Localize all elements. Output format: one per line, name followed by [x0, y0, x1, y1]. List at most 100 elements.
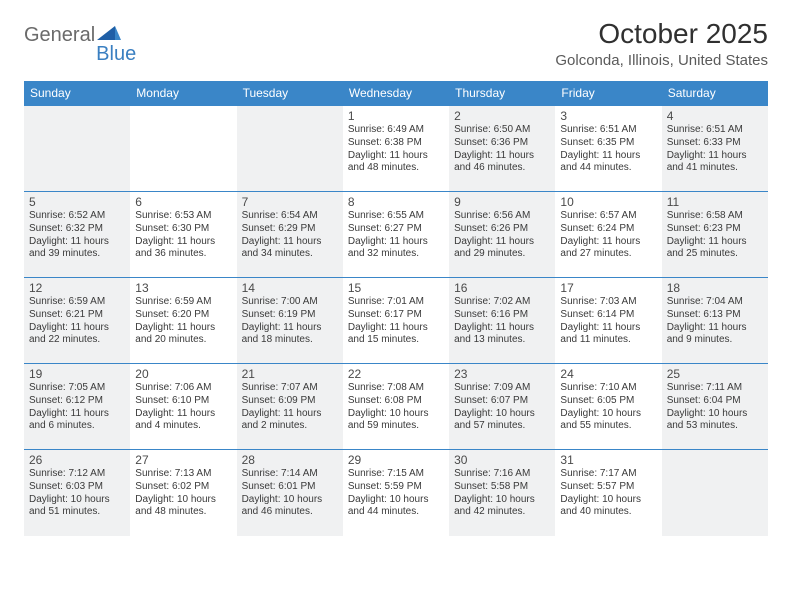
daylight-label: Daylight: 10 hours and 59 minutes.: [348, 408, 444, 434]
day-of-week-header: Monday: [130, 81, 236, 106]
day-number: 20: [135, 367, 231, 381]
day-cell: 30Sunrise: 7:16 AMSunset: 5:58 PMDayligh…: [449, 450, 555, 536]
day-number: 17: [560, 281, 656, 295]
sunset-label: Sunset: 6:07 PM: [454, 395, 550, 408]
daylight-label: Daylight: 10 hours and 44 minutes.: [348, 494, 444, 520]
sunset-label: Sunset: 6:08 PM: [348, 395, 444, 408]
day-cell: 26Sunrise: 7:12 AMSunset: 6:03 PMDayligh…: [24, 450, 130, 536]
day-cell: [237, 106, 343, 192]
sunrise-label: Sunrise: 7:05 AM: [29, 382, 125, 395]
daylight-label: Daylight: 11 hours and 27 minutes.: [560, 236, 656, 262]
sunset-label: Sunset: 6:20 PM: [135, 309, 231, 322]
sunset-label: Sunset: 5:57 PM: [560, 481, 656, 494]
daylight-label: Daylight: 10 hours and 40 minutes.: [560, 494, 656, 520]
sunrise-label: Sunrise: 6:49 AM: [348, 124, 444, 137]
sunset-label: Sunset: 6:03 PM: [29, 481, 125, 494]
day-number: 4: [667, 109, 763, 123]
day-cell: 31Sunrise: 7:17 AMSunset: 5:57 PMDayligh…: [555, 450, 661, 536]
sunrise-label: Sunrise: 7:10 AM: [560, 382, 656, 395]
logo-text-general: General: [24, 24, 95, 47]
daylight-label: Daylight: 11 hours and 41 minutes.: [667, 150, 763, 176]
header: General Blue October 2025 Golconda, Illi…: [24, 18, 768, 69]
sunset-label: Sunset: 6:17 PM: [348, 309, 444, 322]
day-cell: 8Sunrise: 6:55 AMSunset: 6:27 PMDaylight…: [343, 192, 449, 278]
day-cell: 20Sunrise: 7:06 AMSunset: 6:10 PMDayligh…: [130, 364, 236, 450]
day-cell: 7Sunrise: 6:54 AMSunset: 6:29 PMDaylight…: [237, 192, 343, 278]
day-cell: 3Sunrise: 6:51 AMSunset: 6:35 PMDaylight…: [555, 106, 661, 192]
week-row: 1Sunrise: 6:49 AMSunset: 6:38 PMDaylight…: [24, 106, 768, 192]
sunset-label: Sunset: 6:12 PM: [29, 395, 125, 408]
day-number: 23: [454, 367, 550, 381]
daylight-label: Daylight: 11 hours and 48 minutes.: [348, 150, 444, 176]
day-cell: 18Sunrise: 7:04 AMSunset: 6:13 PMDayligh…: [662, 278, 768, 364]
day-cell: 28Sunrise: 7:14 AMSunset: 6:01 PMDayligh…: [237, 450, 343, 536]
sunrise-label: Sunrise: 7:02 AM: [454, 296, 550, 309]
logo: General Blue: [24, 18, 136, 66]
day-number: 16: [454, 281, 550, 295]
day-number: 1: [348, 109, 444, 123]
daylight-label: Daylight: 10 hours and 48 minutes.: [135, 494, 231, 520]
day-number: 30: [454, 453, 550, 467]
day-of-week-header: Sunday: [24, 81, 130, 106]
day-cell: 10Sunrise: 6:57 AMSunset: 6:24 PMDayligh…: [555, 192, 661, 278]
day-number: 15: [348, 281, 444, 295]
daylight-label: Daylight: 11 hours and 22 minutes.: [29, 322, 125, 348]
day-number: 22: [348, 367, 444, 381]
sunrise-label: Sunrise: 7:12 AM: [29, 468, 125, 481]
daylight-label: Daylight: 11 hours and 39 minutes.: [29, 236, 125, 262]
day-number: 7: [242, 195, 338, 209]
day-cell: 5Sunrise: 6:52 AMSunset: 6:32 PMDaylight…: [24, 192, 130, 278]
day-number: 10: [560, 195, 656, 209]
day-of-week-header: Wednesday: [343, 81, 449, 106]
sunset-label: Sunset: 6:32 PM: [29, 223, 125, 236]
sunset-label: Sunset: 6:04 PM: [667, 395, 763, 408]
day-of-week-header: Thursday: [449, 81, 555, 106]
week-row: 26Sunrise: 7:12 AMSunset: 6:03 PMDayligh…: [24, 450, 768, 536]
sunrise-label: Sunrise: 7:11 AM: [667, 382, 763, 395]
day-cell: 15Sunrise: 7:01 AMSunset: 6:17 PMDayligh…: [343, 278, 449, 364]
day-number: 5: [29, 195, 125, 209]
sunrise-label: Sunrise: 6:58 AM: [667, 210, 763, 223]
sunrise-label: Sunrise: 6:53 AM: [135, 210, 231, 223]
sunset-label: Sunset: 6:27 PM: [348, 223, 444, 236]
sunset-label: Sunset: 6:13 PM: [667, 309, 763, 322]
sunset-label: Sunset: 6:26 PM: [454, 223, 550, 236]
sunrise-label: Sunrise: 7:04 AM: [667, 296, 763, 309]
sunrise-label: Sunrise: 6:51 AM: [560, 124, 656, 137]
day-number: 29: [348, 453, 444, 467]
sunset-label: Sunset: 5:59 PM: [348, 481, 444, 494]
day-cell: 4Sunrise: 6:51 AMSunset: 6:33 PMDaylight…: [662, 106, 768, 192]
day-number: 19: [29, 367, 125, 381]
sunrise-label: Sunrise: 6:57 AM: [560, 210, 656, 223]
sunrise-label: Sunrise: 6:52 AM: [29, 210, 125, 223]
days-of-week-row: SundayMondayTuesdayWednesdayThursdayFrid…: [24, 81, 768, 106]
day-cell: 25Sunrise: 7:11 AMSunset: 6:04 PMDayligh…: [662, 364, 768, 450]
day-number: 28: [242, 453, 338, 467]
day-number: 25: [667, 367, 763, 381]
day-number: 27: [135, 453, 231, 467]
sunrise-label: Sunrise: 7:03 AM: [560, 296, 656, 309]
sunset-label: Sunset: 6:24 PM: [560, 223, 656, 236]
daylight-label: Daylight: 10 hours and 57 minutes.: [454, 408, 550, 434]
sunrise-label: Sunrise: 6:59 AM: [135, 296, 231, 309]
day-cell: 16Sunrise: 7:02 AMSunset: 6:16 PMDayligh…: [449, 278, 555, 364]
sunrise-label: Sunrise: 6:59 AM: [29, 296, 125, 309]
day-number: 12: [29, 281, 125, 295]
logo-text-blue: Blue: [96, 43, 136, 66]
daylight-label: Daylight: 11 hours and 11 minutes.: [560, 322, 656, 348]
week-row: 19Sunrise: 7:05 AMSunset: 6:12 PM Dayligh…: [24, 364, 768, 450]
location-label: Golconda, Illinois, United States: [555, 52, 768, 69]
daylight-label: Daylight: 10 hours and 55 minutes.: [560, 408, 656, 434]
sunset-label: Sunset: 6:33 PM: [667, 137, 763, 150]
sunset-label: Sunset: 6:30 PM: [135, 223, 231, 236]
sunrise-label: Sunrise: 6:55 AM: [348, 210, 444, 223]
sunset-label: Sunset: 6:36 PM: [454, 137, 550, 150]
sunset-label: Sunset: 6:09 PM: [242, 395, 338, 408]
sunset-label: Sunset: 6:14 PM: [560, 309, 656, 322]
sunrise-label: Sunrise: 7:13 AM: [135, 468, 231, 481]
day-number: 18: [667, 281, 763, 295]
day-of-week-header: Friday: [555, 81, 661, 106]
day-number: 11: [667, 195, 763, 209]
day-number: 14: [242, 281, 338, 295]
day-cell: 24Sunrise: 7:10 AMSunset: 6:05 PMDayligh…: [555, 364, 661, 450]
